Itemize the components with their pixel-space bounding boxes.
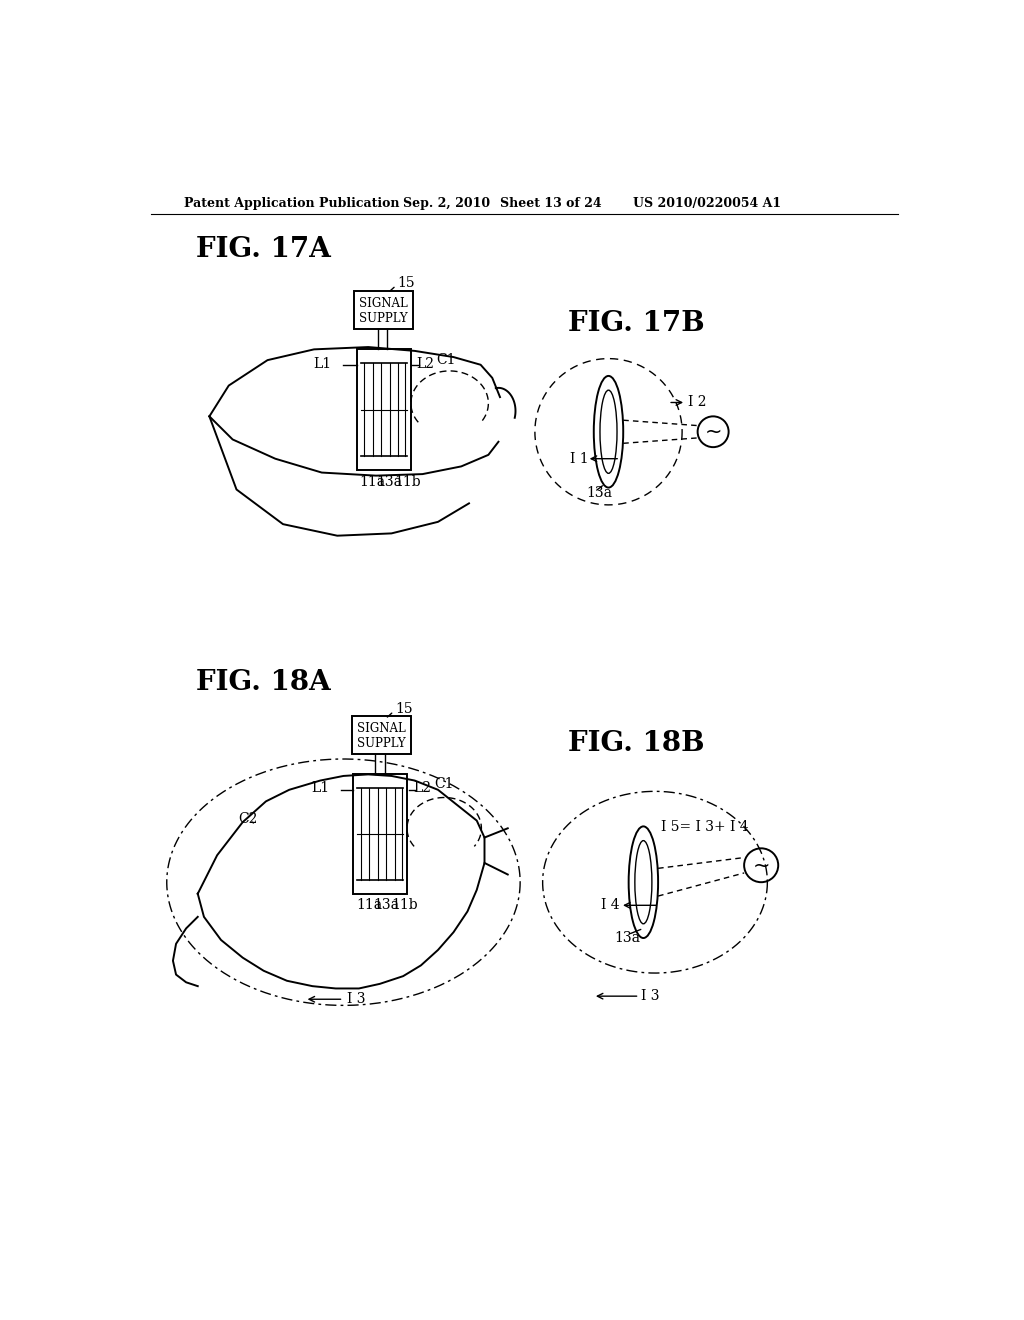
- Text: 11b: 11b: [391, 899, 418, 912]
- Bar: [354, 290, 414, 330]
- Ellipse shape: [600, 391, 617, 474]
- Text: 13a: 13a: [614, 931, 640, 945]
- Text: I 3: I 3: [346, 993, 365, 1006]
- Text: L1: L1: [311, 781, 330, 795]
- Text: SIGNAL
SUPPLY: SIGNAL SUPPLY: [357, 722, 406, 750]
- Text: L1: L1: [313, 356, 332, 371]
- Text: 13a: 13a: [373, 899, 399, 912]
- Text: I 4: I 4: [601, 899, 620, 912]
- Text: I 5= I 3+ I 4: I 5= I 3+ I 4: [662, 820, 749, 834]
- Bar: [352, 715, 411, 755]
- Text: Sep. 2, 2010: Sep. 2, 2010: [403, 197, 490, 210]
- Bar: [352, 775, 407, 894]
- Text: I 3: I 3: [641, 989, 659, 1003]
- Text: Sheet 13 of 24: Sheet 13 of 24: [500, 197, 602, 210]
- Text: SIGNAL
SUPPLY: SIGNAL SUPPLY: [359, 297, 409, 325]
- Text: L2: L2: [414, 781, 431, 795]
- Ellipse shape: [629, 826, 658, 939]
- Text: C2: C2: [238, 812, 257, 826]
- Text: 11a: 11a: [356, 899, 383, 912]
- Text: ~: ~: [705, 422, 722, 442]
- Text: C1: C1: [434, 776, 454, 791]
- Text: US 2010/0220054 A1: US 2010/0220054 A1: [633, 197, 781, 210]
- Text: C1: C1: [436, 354, 456, 367]
- Text: I 2: I 2: [688, 396, 707, 409]
- Text: FIG. 17A: FIG. 17A: [197, 236, 331, 263]
- Bar: [356, 350, 411, 470]
- Text: I 1: I 1: [569, 451, 589, 466]
- Text: ~: ~: [753, 855, 770, 875]
- Text: FIG. 18B: FIG. 18B: [568, 730, 705, 758]
- Text: L2: L2: [417, 356, 434, 371]
- Text: Patent Application Publication: Patent Application Publication: [183, 197, 399, 210]
- Text: FIG. 17B: FIG. 17B: [568, 310, 705, 338]
- Text: FIG. 18A: FIG. 18A: [197, 668, 331, 696]
- Ellipse shape: [635, 841, 652, 924]
- Text: 13a: 13a: [376, 475, 402, 488]
- Text: 11b: 11b: [394, 475, 421, 488]
- Text: 11a: 11a: [359, 475, 386, 488]
- Ellipse shape: [594, 376, 624, 487]
- Text: 15: 15: [395, 702, 413, 715]
- Text: 15: 15: [397, 276, 416, 290]
- Text: 13a: 13a: [587, 486, 612, 500]
